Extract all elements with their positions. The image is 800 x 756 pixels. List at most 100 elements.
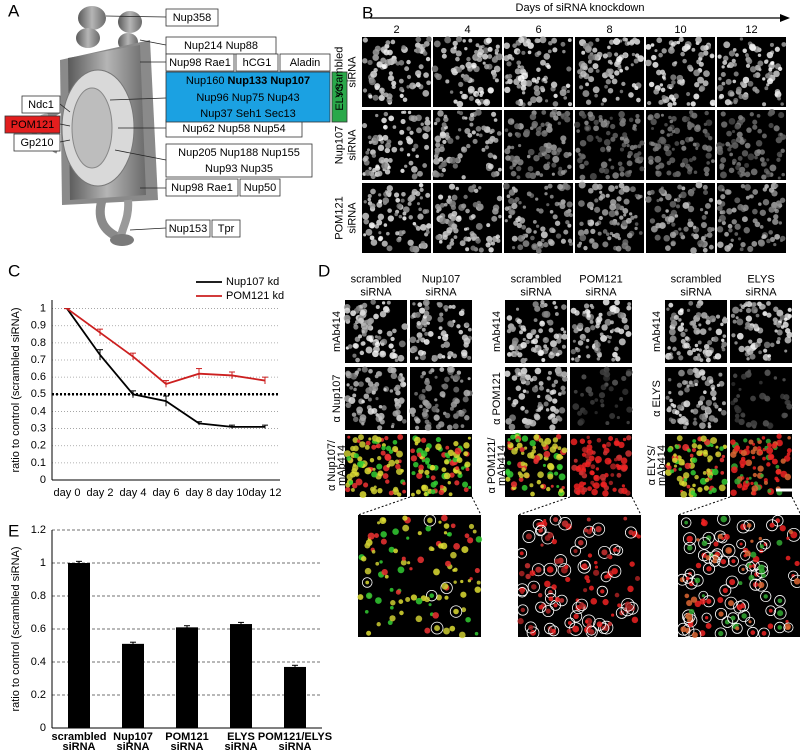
spot — [704, 211, 708, 215]
spot — [733, 398, 738, 403]
spot — [402, 212, 406, 216]
spot — [703, 390, 707, 394]
spot — [602, 98, 607, 103]
spot — [552, 418, 558, 424]
spot — [396, 61, 400, 65]
spot — [469, 96, 474, 101]
spot — [548, 184, 553, 189]
spot — [567, 90, 570, 93]
spot — [439, 326, 443, 330]
spot — [565, 577, 570, 582]
spot — [668, 378, 671, 381]
spot — [781, 42, 786, 47]
spot — [602, 599, 608, 605]
spot — [479, 247, 484, 252]
spot — [519, 571, 525, 577]
spot — [587, 436, 590, 439]
spot — [508, 438, 511, 441]
spot — [722, 82, 726, 86]
spot — [528, 166, 534, 172]
spot — [693, 421, 698, 426]
spot — [534, 318, 538, 322]
spot — [777, 610, 783, 616]
spot — [692, 409, 698, 415]
spot — [556, 353, 560, 357]
spot — [701, 312, 708, 319]
spot — [712, 559, 717, 564]
spot — [497, 131, 502, 136]
spot — [416, 226, 421, 231]
spot — [425, 461, 429, 465]
micrograph — [717, 37, 786, 107]
spot — [512, 160, 518, 166]
spot — [710, 54, 715, 59]
spot — [451, 68, 456, 73]
spot — [780, 525, 786, 531]
spot — [434, 172, 440, 178]
bar — [68, 563, 90, 728]
spot — [354, 453, 359, 458]
spot — [385, 143, 391, 149]
spot — [645, 60, 652, 67]
spot — [732, 208, 737, 213]
spot — [363, 233, 366, 236]
spot — [433, 481, 438, 486]
spot — [748, 153, 755, 160]
spot — [762, 311, 767, 316]
spot — [508, 132, 512, 136]
spot — [746, 315, 752, 321]
spot — [692, 484, 696, 488]
spot — [371, 488, 377, 494]
spot — [663, 146, 669, 152]
spot — [677, 185, 682, 190]
spot — [486, 223, 490, 227]
spot — [748, 439, 753, 444]
spot — [530, 570, 536, 576]
spot — [520, 447, 525, 452]
spot — [414, 392, 418, 396]
spot — [379, 351, 386, 358]
spot — [461, 424, 465, 428]
spot — [568, 102, 572, 106]
spot — [389, 615, 395, 621]
spot — [464, 117, 467, 120]
spot — [528, 625, 533, 630]
spot — [627, 302, 631, 306]
spot — [612, 488, 616, 492]
spot — [611, 568, 617, 574]
spot — [733, 48, 737, 52]
spot — [606, 79, 611, 84]
spot — [447, 320, 453, 326]
spot — [655, 235, 661, 241]
micrograph — [717, 183, 786, 253]
spot — [748, 575, 754, 581]
spot — [550, 340, 557, 347]
spot — [635, 222, 639, 226]
spot — [373, 314, 379, 320]
spot — [404, 66, 409, 71]
spot — [546, 408, 549, 411]
spot — [606, 232, 610, 236]
spot — [670, 201, 677, 208]
spot — [444, 473, 451, 480]
spot — [718, 631, 723, 636]
spot — [740, 542, 743, 545]
spot — [491, 171, 497, 177]
spot — [723, 41, 730, 48]
spot — [387, 301, 391, 305]
spot — [459, 310, 465, 316]
spot — [621, 376, 626, 381]
row-label: mAb414 — [491, 311, 503, 352]
spot — [505, 155, 511, 161]
series-line — [67, 309, 265, 384]
spot — [699, 348, 702, 351]
spot — [463, 396, 469, 402]
spot — [703, 70, 710, 77]
spot — [578, 540, 584, 546]
spot — [691, 470, 696, 475]
spot — [651, 127, 654, 130]
spot — [365, 568, 372, 575]
spot — [449, 201, 456, 208]
spot — [608, 436, 613, 441]
column-header: scrambledsiRNA — [671, 273, 722, 298]
